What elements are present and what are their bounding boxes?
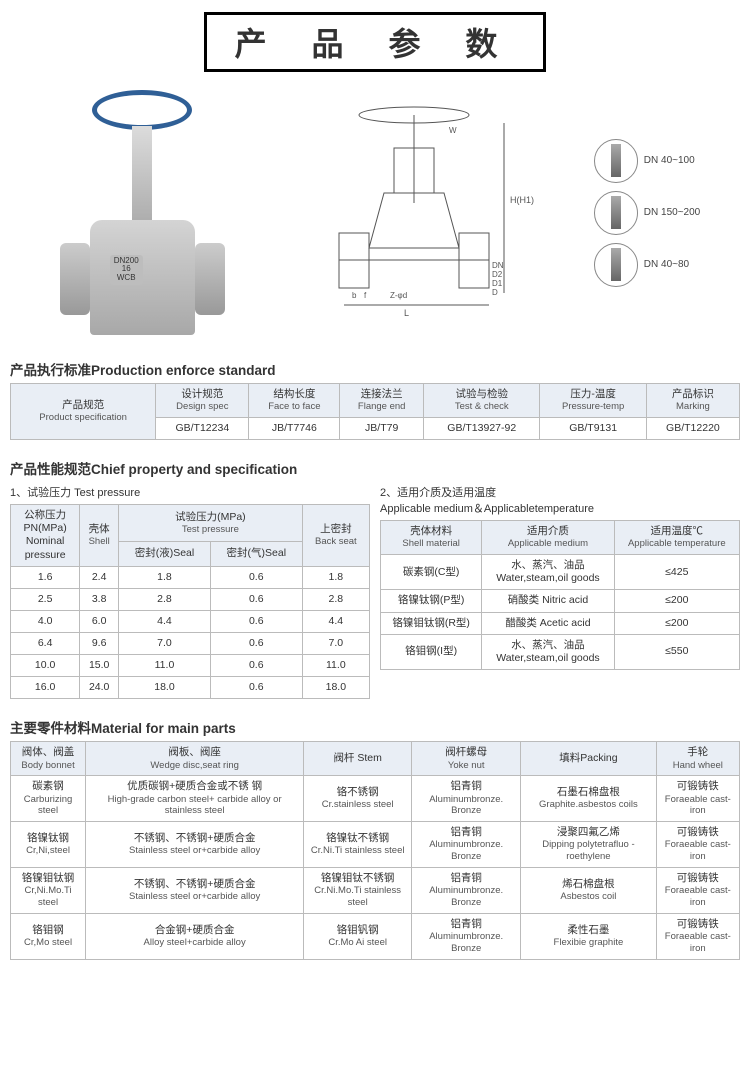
valve-diagram: H(H1) DN D2 D1 D L Z-φd b f W — [294, 93, 534, 333]
svg-text:W: W — [449, 126, 457, 135]
svg-text:D: D — [492, 288, 498, 297]
table-materials: 阀体、阀盖Body bonnet阀板、阀座Wedge disc,seat rin… — [10, 741, 740, 960]
svg-text:H(H1): H(H1) — [510, 195, 534, 205]
page-title: 产 品 参 数 — [235, 19, 516, 65]
table-test-pressure: 公称压力 PN(MPa) Nominal pressure 壳体Shell 试验… — [10, 504, 370, 699]
dn-item: DN 40~100 — [594, 139, 700, 183]
svg-text:Z-φd: Z-φd — [390, 291, 407, 300]
svg-text:b: b — [352, 291, 357, 300]
table-medium-temp: 壳体材料Shell material适用介质Applicable medium适… — [380, 520, 740, 670]
svg-text:D2: D2 — [492, 270, 503, 279]
svg-text:D1: D1 — [492, 279, 503, 288]
svg-text:L: L — [404, 308, 409, 318]
svg-text:f: f — [364, 291, 367, 300]
dn-item: DN 150~200 — [594, 191, 700, 235]
page-title-box: 产 品 参 数 — [204, 12, 547, 72]
flange-icon — [594, 139, 638, 183]
dn-column: DN 40~100 DN 150~200 DN 40~80 — [594, 139, 700, 287]
images-row: DN200 16 WCB H(H1) DN D2 D1 D L Z-φ — [0, 90, 750, 353]
valve-marking: DN200 16 WCB — [110, 255, 143, 285]
section2-heading: 产品性能规范Chief property and specification — [0, 452, 750, 482]
table-standards: 产品规范Product specification设计规范Design spec… — [10, 383, 740, 440]
svg-text:DN: DN — [492, 261, 504, 270]
section3-heading: 主要零件材料Material for main parts — [0, 711, 750, 741]
section2-right-label: 2、适用介质及适用温度 Applicable medium＆Applicable… — [380, 482, 740, 520]
section2-left-label: 1、试验压力 Test pressure — [10, 482, 370, 504]
dn-item: DN 40~80 — [594, 243, 700, 287]
valve-photo: DN200 16 WCB — [50, 90, 235, 335]
flange-icon — [594, 191, 638, 235]
section1-heading: 产品执行标准Production enforce standard — [0, 353, 750, 383]
flange-icon — [594, 243, 638, 287]
